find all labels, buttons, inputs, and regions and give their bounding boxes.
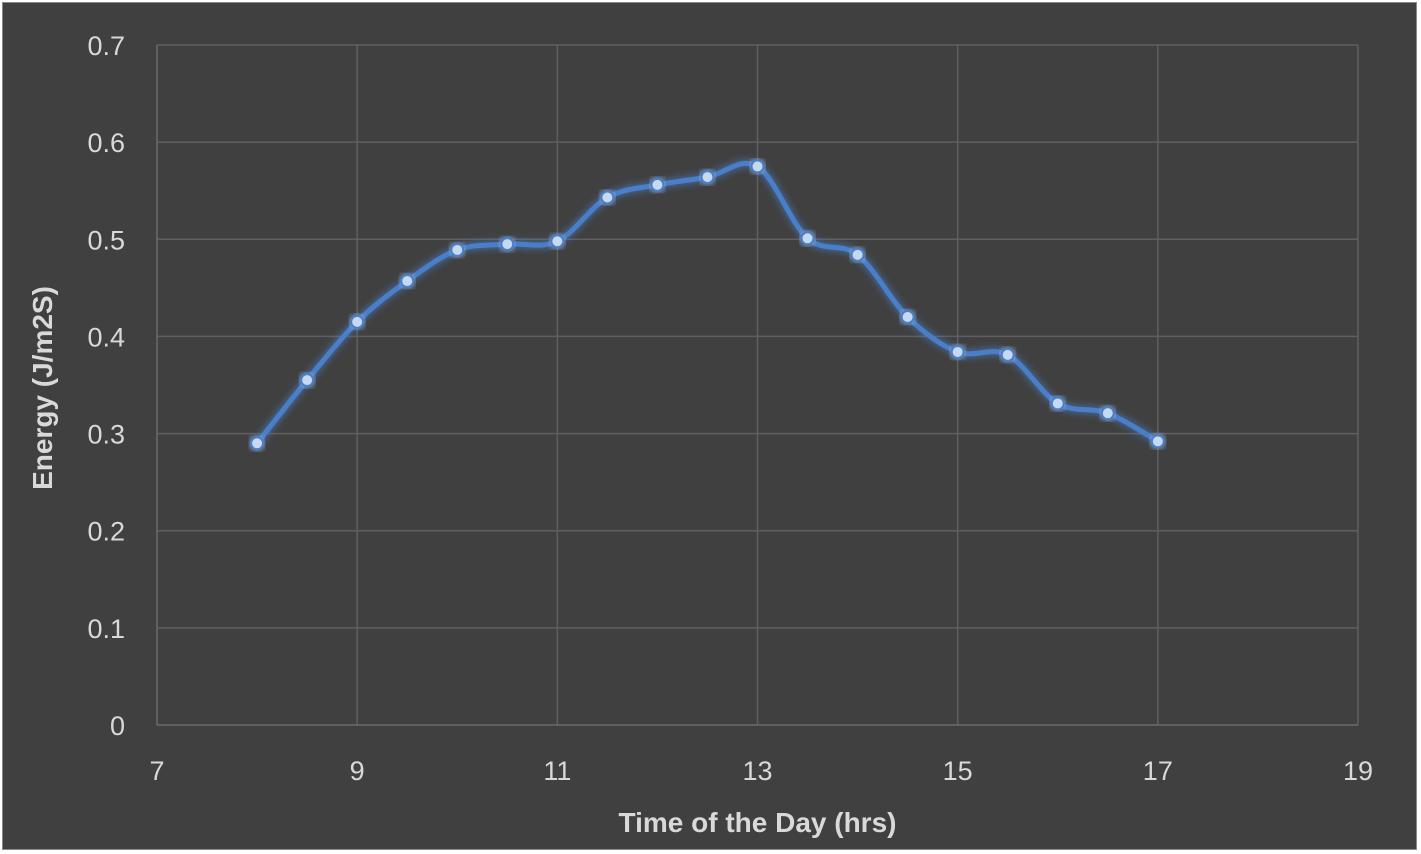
x-tick-label: 13 [742,756,772,786]
data-point [950,344,965,359]
data-point [900,310,915,324]
data-point [1100,406,1115,421]
data-point [1150,434,1165,449]
y-tick-label: 0.7 [87,31,125,61]
x-tick-label: 7 [149,756,164,786]
x-tick-label: 15 [943,756,973,786]
x-tick-label: 19 [1343,756,1373,786]
data-point [700,170,715,185]
line-chart: 0 0.1 0.2 0.3 0.4 0.5 0.6 0.7 7 9 11 13 15 17 19 Time … [27,31,1373,838]
data-point [550,234,565,249]
data-point [800,231,815,246]
gridlines [157,44,1359,725]
x-tick-label: 17 [1143,756,1173,786]
x-tick-label: 9 [350,756,365,786]
data-point [1050,396,1065,411]
axes [156,45,1358,726]
data-point [600,190,615,205]
data-point [750,159,765,174]
x-tick-label: 11 [543,756,571,786]
y-tick-label: 0.4 [87,322,125,352]
data-point [350,314,365,329]
y-tick-label: 0.6 [87,128,125,158]
data-point [450,242,465,257]
data-point [300,373,315,388]
y-tick-label: 0 [110,711,125,741]
y-tick-label: 0.3 [87,420,125,450]
data-point [250,436,265,451]
y-tick-label: 0.5 [87,225,125,255]
series-energy [250,159,1165,451]
y-axis-title: Energy (J/m2S) [27,286,58,490]
data-point [500,237,515,252]
data-point [650,177,665,192]
series-line [254,160,1161,446]
data-point [400,274,415,289]
data-point [850,247,865,262]
y-tick-label: 0.1 [87,614,125,644]
data-point [1000,347,1015,362]
tick-labels: 0 0.1 0.2 0.3 0.4 0.5 0.6 0.7 7 9 11 13 15 17 19 [87,31,1373,786]
y-tick-label: 0.2 [87,517,125,547]
x-axis-title: Time of the Day (hrs) [619,807,897,838]
